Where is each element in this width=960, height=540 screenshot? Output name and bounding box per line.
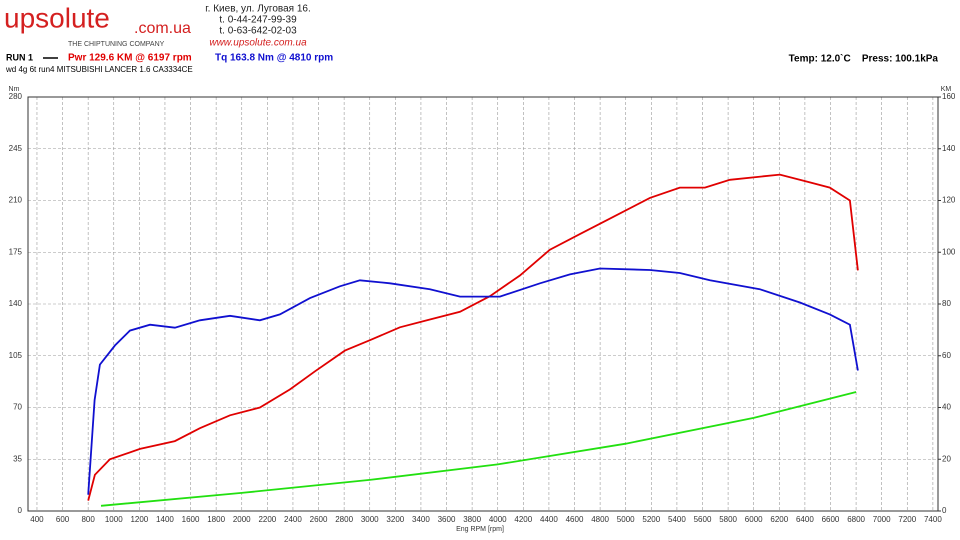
y2-axis-label: KM <box>941 86 952 93</box>
x-tick-label: 400 <box>30 515 44 524</box>
x-tick-label: 2400 <box>284 515 302 524</box>
brand: upsolute <box>4 2 110 33</box>
x-tick-label: 7000 <box>873 515 891 524</box>
y-tick-label: 210 <box>9 196 23 205</box>
x-axis-label: Eng RPM [rpm] <box>456 526 504 533</box>
conditions: Temp: 12.0`C Press: 100.1kPa <box>789 54 939 65</box>
y2-tick-label: 80 <box>942 299 951 308</box>
y2-tick-label: 60 <box>942 351 951 360</box>
x-tick-label: 4600 <box>566 515 584 524</box>
x-tick-label: 6600 <box>822 515 840 524</box>
y-tick-label: 245 <box>9 144 23 153</box>
x-tick-label: 4400 <box>540 515 558 524</box>
x-tick-label: 4800 <box>591 515 609 524</box>
x-tick-label: 2200 <box>258 515 276 524</box>
x-tick-label: 6800 <box>847 515 865 524</box>
plot-border <box>27 96 939 512</box>
brand-tagline: THE CHIPTUNING COMPANY <box>68 41 165 48</box>
x-tick-label: 1000 <box>105 515 123 524</box>
y-tick-label: 140 <box>9 299 23 308</box>
x-tick-label: 6200 <box>770 515 788 524</box>
x-tick-label: 1800 <box>207 515 225 524</box>
x-tick-label: 6400 <box>796 515 814 524</box>
x-tick-label: 3200 <box>386 515 404 524</box>
y2-tick-label: 100 <box>942 247 956 256</box>
y2-tick-label: 0 <box>942 506 947 515</box>
x-tick-label: 5000 <box>617 515 635 524</box>
x-tick-label: 2600 <box>310 515 328 524</box>
x-tick-label: 5800 <box>719 515 737 524</box>
x-tick-label: 5200 <box>642 515 660 524</box>
x-tick-label: 4000 <box>489 515 507 524</box>
x-tick-label: 3400 <box>412 515 430 524</box>
phone: t. 0-63-642-02-03 <box>219 26 297 37</box>
y-tick-label: 280 <box>9 92 23 101</box>
series-line <box>100 391 857 507</box>
series-line <box>87 173 859 501</box>
x-tick-label: 7200 <box>898 515 916 524</box>
y-tick-label: 35 <box>13 454 22 463</box>
subtitle: wd 4g 6t run4 MITSUBISHI LANCER 1.6 CA33… <box>5 65 193 74</box>
run-label: RUN 1 <box>6 52 33 62</box>
y-tick-label: 70 <box>13 403 22 412</box>
y2-tick-label: 160 <box>942 92 956 101</box>
x-tick-label: 6000 <box>745 515 763 524</box>
x-tick-label: 3000 <box>361 515 379 524</box>
y2-tick-label: 140 <box>942 144 956 153</box>
x-tick-label: 2800 <box>335 515 353 524</box>
phone: t. 0-44-247-99-39 <box>219 15 297 26</box>
y2-tick-label: 20 <box>942 454 951 463</box>
address: г. Киев, ул. Луговая 16. <box>205 4 311 15</box>
x-tick-label: 3600 <box>438 515 456 524</box>
brand-domain: .com.ua <box>134 20 191 37</box>
y-tick-label: 175 <box>9 247 23 256</box>
y2-tick-label: 120 <box>942 196 956 205</box>
website: www.upsolute.com.ua <box>209 38 307 49</box>
series-line <box>87 267 859 495</box>
x-tick-label: 2000 <box>233 515 251 524</box>
x-tick-label: 800 <box>81 515 95 524</box>
x-tick-label: 3800 <box>463 515 481 524</box>
y-axis-label: Nm <box>9 86 20 93</box>
y-tick-label: 105 <box>9 351 23 360</box>
x-tick-label: 5400 <box>668 515 686 524</box>
power-summary: Pwr 129.6 KM @ 6197 rpm <box>68 53 192 64</box>
x-tick-label: 1600 <box>182 515 200 524</box>
x-tick-label: 7400 <box>924 515 942 524</box>
x-tick-label: 600 <box>56 515 70 524</box>
x-tick-label: 1400 <box>156 515 174 524</box>
x-tick-label: 1200 <box>130 515 148 524</box>
y2-tick-label: 40 <box>942 403 951 412</box>
x-tick-label: 4200 <box>514 515 532 524</box>
x-tick-label: 5600 <box>694 515 712 524</box>
y-tick-label: 0 <box>18 506 23 515</box>
torque-summary: Tq 163.8 Nm @ 4810 rpm <box>215 53 333 64</box>
